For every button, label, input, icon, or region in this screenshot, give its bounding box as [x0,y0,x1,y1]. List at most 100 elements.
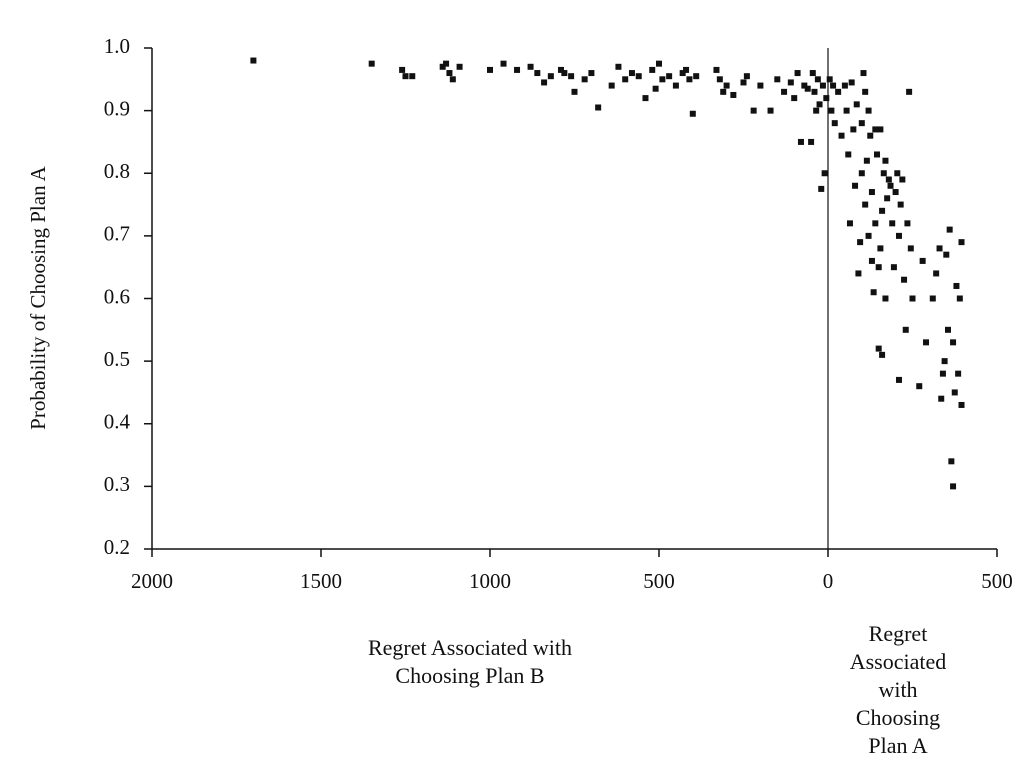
point [399,66,406,73]
point [787,79,794,86]
point [750,107,757,114]
point [855,270,862,277]
point [874,151,881,158]
point [740,79,747,86]
point [649,66,656,73]
point [767,107,774,114]
point [615,63,622,70]
point [863,157,870,164]
point [686,76,693,83]
point [868,189,875,196]
point [889,220,896,227]
point [449,76,456,83]
point [804,85,811,92]
point [885,176,892,183]
point [628,70,635,77]
point [571,88,578,95]
point [743,73,750,80]
point [730,91,737,98]
point [853,101,860,108]
point [875,345,882,352]
point [439,63,446,70]
point [955,370,962,377]
point [880,170,887,177]
point [813,107,820,114]
point [860,70,867,77]
point [409,73,416,80]
point [887,182,894,189]
point [841,82,848,89]
point [720,88,727,95]
point [899,176,906,183]
point [865,107,872,114]
point [941,358,948,365]
point [672,82,679,89]
point [831,120,838,127]
point [882,295,889,302]
x-tick-label: 500 [643,569,675,593]
point [828,107,835,114]
point [774,76,781,83]
point [557,66,564,73]
point [819,82,826,89]
point [808,138,815,145]
point [948,458,955,465]
y-tick-label: 0.7 [104,222,130,246]
point [901,276,908,283]
x-tick-label: 500 [981,569,1013,593]
point [872,220,879,227]
y-tick-label: 1.0 [104,34,130,58]
point [895,376,902,383]
point [943,251,950,258]
point [868,257,875,264]
point [892,189,899,196]
point [916,383,923,390]
point [588,70,595,77]
point [838,132,845,139]
point [897,201,904,208]
point [894,170,901,177]
y-tick-label: 0.8 [104,159,130,183]
point [946,226,953,233]
point [713,66,720,73]
point [757,82,764,89]
point [683,66,690,73]
point [933,270,940,277]
point [872,126,879,133]
point [541,79,548,86]
point [953,282,960,289]
point [797,138,804,145]
point [693,73,700,80]
point [958,401,965,408]
point [456,63,463,70]
point [608,82,615,89]
point [561,70,568,77]
point [939,370,946,377]
point [877,245,884,252]
point [958,239,965,246]
point [666,73,673,80]
y-axis-label: Probability of Choosing Plan A [26,165,50,430]
point [723,82,730,89]
point [862,88,869,95]
point [656,60,662,67]
point [919,257,926,264]
point [622,76,629,83]
x-tick-label: 2000 [131,569,173,593]
point [865,232,872,239]
point [816,101,823,108]
point [909,295,916,302]
x-tick-label: 1000 [469,569,511,593]
point [884,195,891,202]
point [595,104,602,111]
point [906,88,913,95]
point [875,264,882,271]
point [850,126,857,133]
point [882,157,889,164]
y-tick-label: 0.6 [104,284,130,308]
point [642,95,649,102]
point [781,88,788,95]
point [923,339,930,346]
